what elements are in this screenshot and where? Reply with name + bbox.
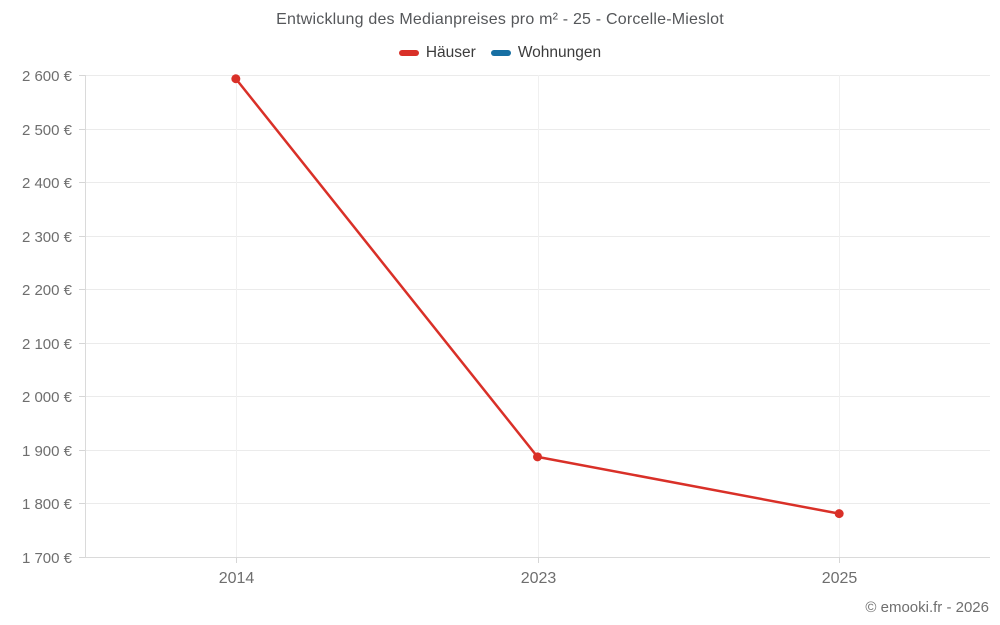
data-point-hauser-2025[interactable] [834, 509, 844, 519]
x-tick-label: 2025 [822, 570, 858, 587]
y-tick-label: 1 800 € [22, 496, 73, 513]
legend-item-wohnungen[interactable]: Wohnungen [490, 44, 602, 62]
legend-label: Häuser [425, 44, 476, 61]
chart-title: Entwicklung des Medianpreises pro m² - 2… [276, 11, 724, 28]
x-tick-label: 2014 [219, 570, 255, 587]
y-tick-label: 2 500 € [22, 122, 73, 139]
y-tick-label: 2 100 € [22, 336, 73, 353]
data-point-hauser-2014[interactable] [231, 74, 241, 84]
data-point-hauser-2023[interactable] [533, 452, 542, 462]
copyright-watermark: © emooki.fr - 2026 [865, 599, 989, 616]
y-tick-label: 2 200 € [22, 282, 73, 299]
y-tick-label: 1 700 € [22, 550, 73, 567]
legend: Häuser Wohnungen [0, 44, 1000, 62]
legend-item-hauser[interactable]: Häuser [398, 44, 476, 62]
y-tick-label: 2 300 € [22, 229, 73, 246]
y-tick-label: 2 600 € [22, 68, 73, 85]
legend-swatch-hauser [398, 50, 419, 56]
legend-swatch-wohnungen [490, 50, 511, 56]
y-tick-label: 2 000 € [22, 389, 73, 406]
x-tick-label: 2023 [521, 570, 557, 587]
y-tick-label: 2 400 € [22, 175, 73, 192]
legend-label: Wohnungen [517, 44, 602, 61]
y-tick-label: 1 900 € [22, 443, 73, 460]
series-line-hauser [234, 77, 841, 515]
